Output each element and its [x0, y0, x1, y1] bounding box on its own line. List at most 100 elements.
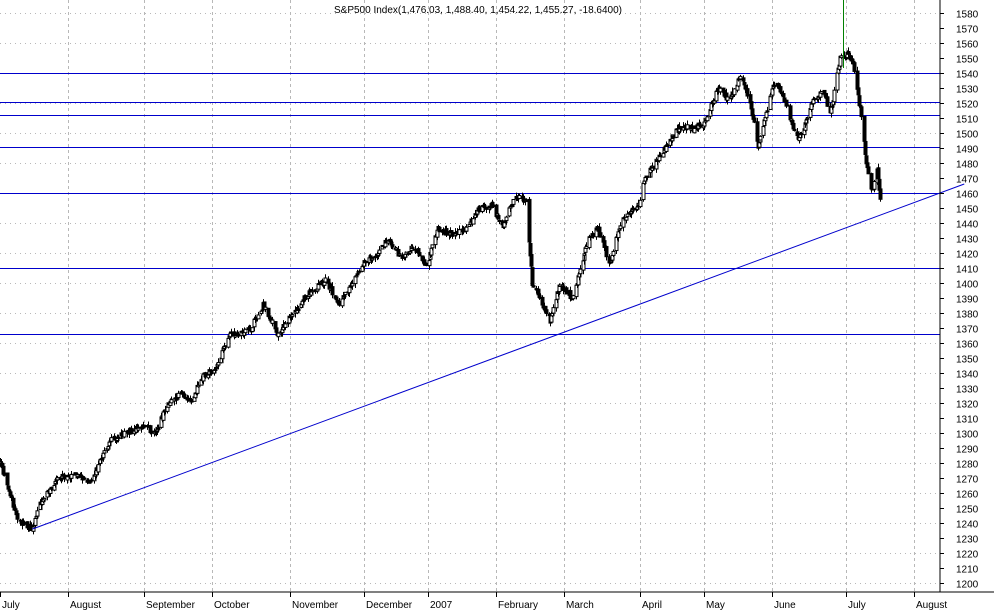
candle-body — [267, 315, 272, 318]
y-tick-label: 1370 — [956, 325, 979, 336]
candle-body — [5, 472, 10, 486]
y-tick-label: 1400 — [956, 280, 979, 291]
y-tick-label: 1210 — [956, 565, 979, 576]
y-tick-label: 1280 — [956, 460, 979, 471]
candle-body — [322, 281, 327, 286]
candle-body — [136, 427, 141, 431]
candle-body — [531, 285, 536, 288]
x-tick-label: June — [774, 600, 796, 610]
y-tick-label: 1230 — [956, 535, 979, 546]
candle-body — [377, 249, 382, 254]
candle-body — [243, 328, 248, 334]
y-tick-label: 1490 — [956, 145, 979, 156]
candle-body — [825, 99, 830, 107]
candle-body — [529, 254, 534, 267]
x-tick-label: December — [366, 600, 413, 610]
candle-body — [276, 332, 281, 338]
candle-body — [353, 276, 358, 285]
candle-body — [102, 450, 107, 454]
candle-body — [641, 182, 646, 201]
candle-body — [772, 85, 777, 88]
y-tick-label: 1300 — [956, 430, 979, 441]
x-tick-label: April — [642, 600, 662, 610]
x-tick-label: August — [70, 600, 101, 610]
x-tick-label: 2007 — [430, 600, 453, 610]
candle-body — [866, 166, 871, 175]
x-axis: July August September October November Decemb… — [0, 591, 994, 610]
grid-vertical — [68, 0, 915, 592]
candle-body — [220, 350, 225, 360]
y-tick-label: 1420 — [956, 250, 979, 261]
candle-body — [274, 329, 279, 333]
y-tick-label: 1550 — [956, 55, 979, 66]
candle-body — [761, 126, 766, 136]
x-tick-label: July — [2, 600, 20, 610]
candle-body — [350, 283, 355, 287]
candle-body — [768, 95, 773, 110]
candle-body — [283, 323, 288, 328]
candle-body — [397, 253, 402, 256]
y-tick-label: 1520 — [956, 100, 979, 111]
y-tick-label: 1480 — [956, 160, 979, 171]
y-tick-label: 1390 — [956, 295, 979, 306]
candle-body — [42, 497, 47, 501]
y-tick-label: 1340 — [956, 370, 979, 381]
y-tick-label: 1500 — [956, 130, 979, 141]
candle-body — [624, 216, 629, 221]
candle-body — [741, 77, 746, 82]
candle-body — [564, 287, 569, 295]
candle-body — [427, 260, 432, 267]
candle-body — [296, 308, 301, 311]
candle-body — [69, 474, 74, 479]
candle-body — [757, 142, 762, 148]
candle-body — [752, 117, 757, 123]
candle-body — [109, 437, 114, 442]
y-tick-label: 1570 — [956, 25, 979, 36]
y-tick-label: 1240 — [956, 520, 979, 531]
candle-body — [732, 88, 737, 96]
candle-body — [226, 337, 231, 348]
candle-body — [354, 275, 359, 278]
y-tick-label: 1460 — [956, 190, 979, 201]
candle-body — [670, 138, 675, 142]
candle-body — [527, 198, 532, 243]
candlestick-series — [0, 47, 883, 535]
y-tick-label: 1580 — [956, 10, 979, 21]
y-tick-label: 1250 — [956, 505, 979, 516]
candle-body — [15, 513, 20, 520]
candle-body — [290, 314, 295, 317]
candle-body — [33, 518, 38, 526]
candle-body — [430, 244, 435, 249]
candle-body — [496, 215, 501, 220]
y-tick-label: 1380 — [956, 310, 979, 321]
candle-body — [457, 229, 462, 235]
candle-body — [250, 327, 255, 332]
candle-body — [764, 111, 769, 119]
candle-body — [355, 273, 360, 276]
candle-body — [835, 72, 840, 91]
candle-body — [852, 62, 857, 72]
candle-body — [156, 427, 161, 430]
x-tick-label: August — [916, 600, 947, 610]
candle-body — [598, 232, 603, 238]
candle-body — [82, 477, 87, 480]
candle-body — [429, 247, 434, 256]
candle-body — [504, 216, 509, 222]
candle-body — [554, 299, 559, 309]
candle-body — [863, 140, 868, 155]
candle-body — [464, 226, 469, 232]
candle-body — [176, 392, 181, 399]
candle-body — [781, 93, 786, 98]
x-tick-label: February — [498, 600, 538, 610]
y-tick-label: 1260 — [956, 490, 979, 501]
y-tick-label: 1530 — [956, 85, 979, 96]
candle-body — [540, 296, 545, 306]
y-tick-label: 1310 — [956, 415, 979, 426]
y-tick-label: 1290 — [956, 445, 979, 456]
x-tick-label: May — [706, 600, 725, 610]
y-tick-label: 1350 — [956, 355, 979, 366]
candle-body — [488, 206, 493, 209]
y-tick-label: 1270 — [956, 475, 979, 486]
candle-body — [578, 268, 583, 275]
